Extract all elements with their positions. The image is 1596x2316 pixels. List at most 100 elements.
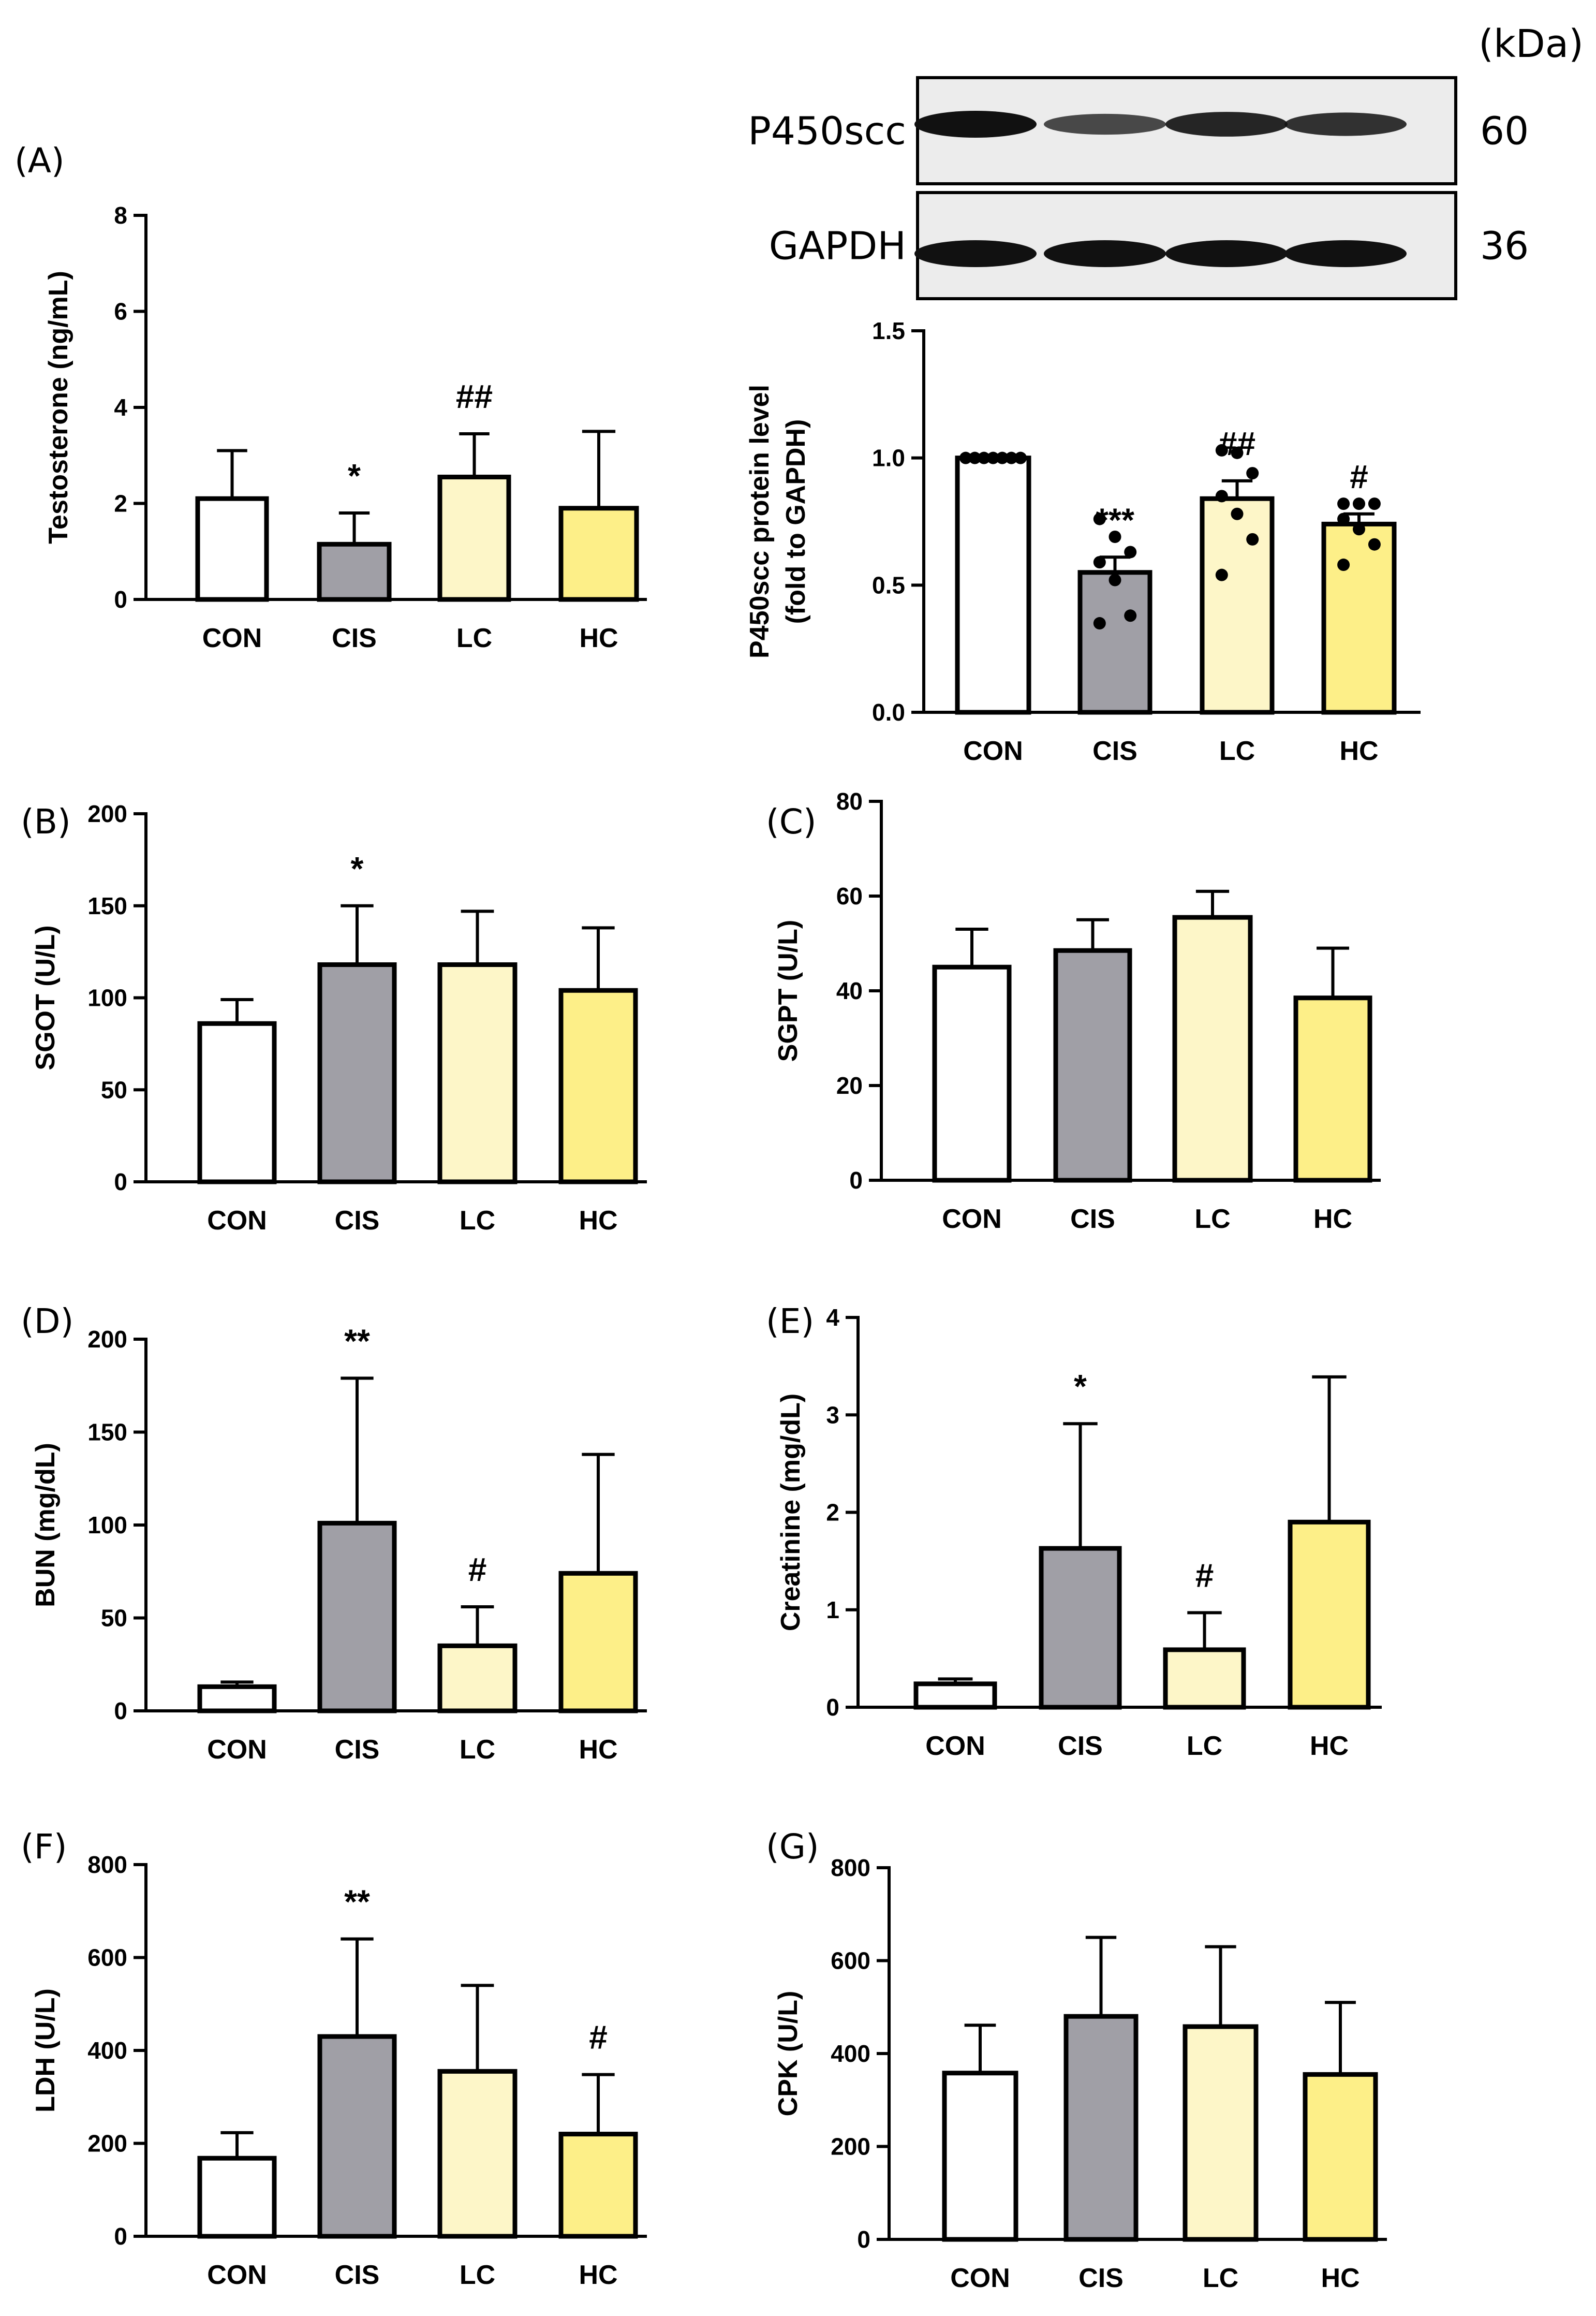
category-label: HC [579, 1206, 617, 1236]
chart-sgot: (B) 0 50 100 150 200 SGOT (U/L) CON CIS * LC HC [21, 800, 647, 1236]
data-point [1215, 568, 1228, 581]
chart-ldh: (F) 0 200 400 600 800 LDH (U/L) CON CIS ** LC HC # [21, 1827, 647, 2290]
significance-marker: *** [1096, 501, 1134, 538]
category-label: CON [942, 1204, 1002, 1234]
y-tick-label: 4 [114, 394, 127, 421]
significance-marker: ** [344, 1322, 370, 1359]
y-tick-label: 40 [836, 977, 863, 1004]
category-label: LC [460, 2260, 495, 2290]
data-point [1353, 497, 1365, 510]
bar-cis [317, 962, 397, 1184]
significance-marker: # [1195, 1557, 1214, 1594]
blot-row-gapdh: GAPDH 36 [769, 191, 1529, 300]
category-label: HC [1310, 1731, 1349, 1761]
data-point [1337, 512, 1350, 525]
y-tick-label: 0 [114, 2223, 127, 2250]
y-tick-label: 4 [826, 1304, 839, 1331]
y-tick-label: 600 [87, 1944, 127, 1971]
significance-marker: # [468, 1551, 487, 1588]
significance-marker: # [1350, 458, 1368, 495]
y-tick-label: 200 [87, 1326, 127, 1353]
category-label: CIS [335, 1735, 380, 1765]
category-label: HC [1321, 2263, 1359, 2293]
y-tick-label: 1.0 [872, 445, 905, 472]
category-label: CIS [1092, 736, 1137, 766]
y-tick-label: 150 [87, 1419, 127, 1446]
data-point [1337, 497, 1350, 510]
category-label: CIS [332, 623, 377, 653]
chart-sgpt: (C) 0 20 40 60 80 SGPT (U/L) CON CIS LC HC [766, 788, 1381, 1234]
data-point [1109, 530, 1121, 543]
data-point [1093, 617, 1106, 630]
y-tick-label: 0 [849, 1167, 863, 1194]
bar-lc [437, 962, 518, 1184]
y-tick-label: 100 [87, 985, 127, 1012]
blot-band [1044, 240, 1166, 267]
y-tick-label: 20 [836, 1072, 863, 1099]
data-point [968, 451, 981, 464]
category-label: LC [460, 1735, 495, 1765]
y-tick-label: 50 [101, 1076, 127, 1103]
bar-con [197, 1684, 277, 1713]
data-point [1337, 559, 1350, 571]
data-point [1124, 546, 1137, 559]
bar-cis [317, 1520, 397, 1713]
chart-p450scc: 0.0 0.5 1.0 1.5 P450scc protein level (fold t… [745, 317, 1421, 766]
y-tick-label: 2 [114, 490, 127, 517]
bar-hc [558, 2132, 638, 2239]
y-tick-label: 0 [857, 2226, 870, 2253]
y-tick-label: 80 [836, 788, 863, 815]
y-tick-label: 100 [87, 1512, 127, 1538]
category-label: CIS [1058, 1731, 1103, 1761]
chart-testosterone: (A) 0 2 4 6 8 Testosterone (ng/mL) CON CIS * LC ## H… [14, 141, 647, 653]
data-point [1014, 451, 1027, 464]
category-label: CON [963, 736, 1023, 766]
panel-label: (E) [766, 1301, 814, 1341]
y-tick-label: 8 [114, 202, 127, 229]
data-point [1215, 490, 1228, 503]
category-label: CIS [1078, 2263, 1124, 2293]
bar-cis [317, 2034, 397, 2239]
category-label: CON [925, 1731, 985, 1761]
data-point [1231, 507, 1244, 520]
y-tick-label: 50 [101, 1605, 127, 1632]
data-point [1231, 446, 1244, 459]
data-point [1246, 533, 1259, 546]
category-label: HC [1313, 1204, 1352, 1234]
bar-cis [317, 541, 392, 602]
y-axis-label: SGOT (U/L) [31, 925, 61, 1070]
y-axis-label: SGPT (U/L) [773, 920, 803, 1062]
y-tick-label: 1.5 [872, 317, 905, 344]
bar-hc [558, 1571, 638, 1713]
chart-bun: (D) 0 50 100 150 200 BUN (mg/dL) CON CIS ** LC # HC [21, 1301, 647, 1765]
bar-hc [1321, 521, 1397, 715]
significance-marker: ** [344, 1883, 370, 1921]
category-label: LC [1194, 1204, 1230, 1234]
significance-marker: # [589, 2019, 608, 2056]
bar-hc [558, 988, 638, 1184]
data-point [1093, 556, 1106, 569]
protein-label: GAPDH [769, 224, 906, 269]
data-point [1246, 467, 1259, 480]
bar-con [942, 2071, 1018, 2242]
bar-con [913, 1681, 997, 1710]
western-blot: (kDa) P450scc 60 GAPDH 36 [748, 22, 1584, 300]
y-tick-label: 0 [826, 1694, 839, 1721]
bar-con [932, 964, 1012, 1183]
category-label: HC [579, 623, 618, 653]
y-tick-label: 6 [114, 298, 127, 325]
panel-label: (G) [766, 1827, 819, 1867]
y-axis-label-line2: (fold to GAPDH) [781, 419, 811, 624]
y-axis-label: LDH (U/L) [31, 1988, 61, 2113]
bar-lc [437, 2069, 518, 2239]
y-axis-label: P450scc protein level [745, 385, 775, 658]
bar-con [195, 496, 269, 602]
data-point [1215, 444, 1228, 457]
data-point [987, 451, 999, 464]
category-label: HC [1339, 736, 1378, 766]
category-label: LC [456, 623, 492, 653]
data-point [1368, 538, 1381, 551]
y-tick-label: 0.5 [872, 571, 905, 598]
blot-band [914, 111, 1037, 138]
y-axis-label: CPK (U/L) [773, 1991, 803, 2117]
